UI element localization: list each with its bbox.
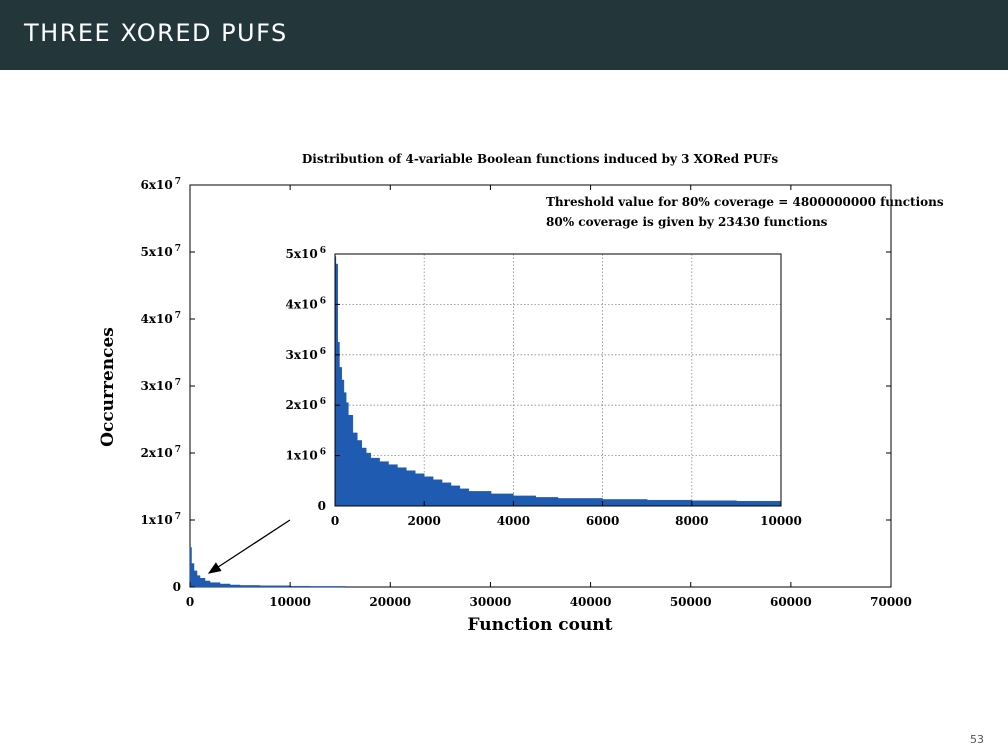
main-x-tick-label: 40000 [570, 595, 612, 609]
inset-y-tick-label: 5x10 6 [286, 246, 326, 261]
zoom-arrow [207, 519, 291, 574]
main-x-tick-label: 60000 [770, 595, 812, 609]
slide-title: THREE XORED PUFS [24, 19, 288, 47]
main-area-layer [189, 547, 346, 588]
inset-background [335, 254, 781, 506]
inset-plot-frame [334, 253, 782, 507]
inset-x-ticks: 0 2000 4000 6000 8000 10000 [331, 501, 802, 528]
inset-x-tick-label: 2000 [407, 514, 440, 528]
inset-series-area [334, 256, 782, 507]
inset-y-ticks: 0 1x10 6 2x10 6 3x10 6 4x10 6 5x10 6 [286, 246, 340, 513]
inset-x-tick-label: 10000 [760, 514, 802, 528]
inset-y-tick-label: 4x10 6 [286, 296, 326, 311]
inset-x-tick-label: 4000 [497, 514, 530, 528]
main-series-area [189, 547, 346, 588]
y-axis-label: Occurrences [98, 327, 118, 447]
inset-grid [335, 254, 781, 506]
page-number: 53 [970, 733, 984, 746]
main-y-tick-label: 6x10 7 [141, 177, 181, 192]
annotation-coverage: 80% coverage is given by 23430 functions [546, 215, 828, 229]
chart-title: Distribution of 4-variable Boolean funct… [302, 152, 779, 166]
inset-y-tick-label: 3x10 6 [286, 347, 326, 362]
inset-x-tick-label: 6000 [586, 514, 619, 528]
main-x-tick-label: 0 [186, 595, 194, 609]
x-axis-label: Function count [467, 615, 612, 635]
main-y-ticks: 0 1x10 7 2x10 7 3x10 7 4x10 7 5x10 7 6x10 7 [141, 177, 891, 594]
main-x-ticks: 0 10000 20000 30000 40000 50000 60000 70000 [186, 185, 912, 609]
main-y-tick-label: 0 [173, 580, 181, 594]
main-y-tick-label: 2x10 7 [141, 445, 181, 460]
inset-x-tick-label: 0 [331, 514, 339, 528]
main-x-tick-label: 20000 [369, 595, 411, 609]
slide-header: THREE XORED PUFS [0, 0, 1008, 70]
main-y-tick-label: 5x10 7 [141, 244, 181, 259]
inset-y-tick-label: 1x10 6 [286, 448, 326, 463]
annotation-threshold: Threshold value for 80% coverage = 48000… [546, 195, 944, 209]
inset-x-tick-label: 8000 [675, 514, 708, 528]
main-x-tick-label: 70000 [870, 595, 912, 609]
main-y-tick-label: 4x10 7 [141, 311, 181, 326]
main-x-tick-label: 50000 [670, 595, 712, 609]
inset-area-layer [334, 256, 782, 507]
main-y-tick-label: 3x10 7 [141, 378, 181, 393]
inset-y-tick-label: 0 [318, 499, 326, 513]
main-x-tick-label: 10000 [269, 595, 311, 609]
main-y-tick-label: 1x10 7 [141, 512, 181, 527]
inset-y-tick-label: 2x10 6 [286, 397, 326, 412]
main-x-tick-label: 30000 [470, 595, 512, 609]
